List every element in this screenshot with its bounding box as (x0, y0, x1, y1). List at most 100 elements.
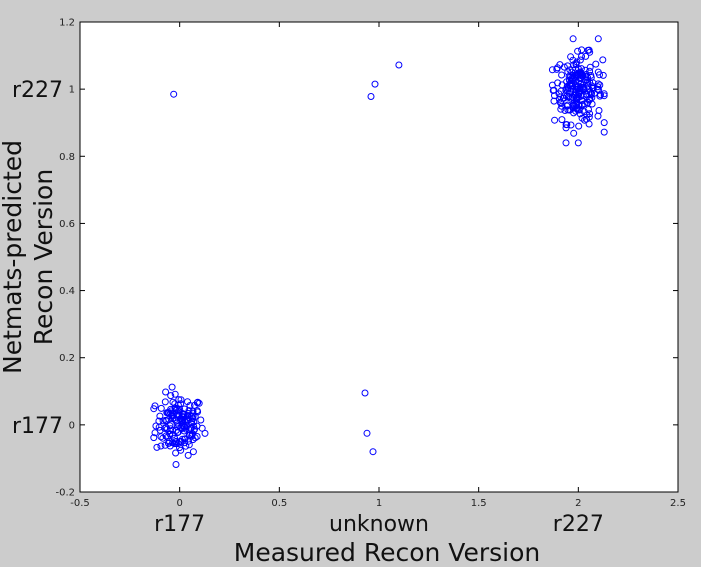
data-point (181, 439, 189, 447)
data-point (589, 84, 597, 92)
data-point (163, 425, 171, 433)
data-point (572, 61, 580, 69)
y-tick-label: 0.4 (59, 286, 75, 297)
data-point (568, 68, 576, 76)
data-point (171, 390, 179, 398)
y-category-label: r177 (12, 414, 63, 439)
x-tick-label: -0.5 (70, 498, 90, 509)
data-point (561, 107, 569, 114)
x-category-label: unknown (329, 512, 429, 537)
data-point (581, 116, 589, 124)
data-point (369, 448, 377, 456)
data-point (560, 63, 568, 71)
data-point (597, 91, 604, 99)
data-point (578, 83, 586, 91)
data-point (570, 129, 578, 137)
x-category-labels: r177 unknown r227 (154, 512, 604, 537)
data-points (150, 35, 608, 468)
data-point (152, 422, 160, 430)
y-tick-label: 1.2 (59, 18, 75, 29)
data-point (157, 442, 165, 450)
data-point (558, 71, 566, 79)
data-point (583, 76, 591, 84)
x-axis-title: Measured Recon Version (234, 538, 540, 567)
data-point (165, 439, 173, 447)
data-point (557, 105, 565, 113)
y-axis-title-line-2: Recon Version (29, 169, 58, 345)
data-point (553, 64, 561, 72)
data-point (361, 389, 369, 397)
data-point (570, 61, 578, 69)
data-point (165, 415, 173, 423)
data-point (596, 81, 604, 89)
data-point (574, 47, 582, 55)
data-point (167, 409, 174, 417)
x-category-label: r177 (154, 512, 205, 537)
data-point (567, 121, 575, 129)
data-point (189, 415, 197, 423)
data-point (574, 65, 582, 73)
data-point (155, 417, 163, 425)
y-tick-label: 0.8 (59, 152, 75, 163)
data-point (562, 124, 570, 132)
data-point (168, 383, 176, 391)
data-point (175, 396, 183, 404)
data-point (560, 94, 568, 102)
data-point (170, 90, 178, 98)
data-point (201, 429, 209, 437)
data-point (576, 56, 584, 64)
data-point (599, 56, 607, 64)
data-point (363, 429, 371, 437)
data-point (177, 396, 185, 404)
x-tick-label: 0.5 (271, 498, 287, 509)
data-point (577, 65, 585, 73)
data-point (594, 80, 602, 88)
data-point (174, 440, 182, 448)
data-point (575, 122, 583, 130)
x-tick-label: 1.5 (471, 498, 487, 509)
y-axis-title: Netmats-predicted Recon Version (0, 140, 58, 374)
y-category-label: r227 (12, 78, 63, 103)
data-point (185, 414, 193, 422)
data-point (600, 119, 608, 127)
data-point (159, 434, 167, 442)
data-point (180, 410, 187, 418)
y-axis-ticks: -0.2 0 0.2 0.4 0.6 0.8 1 1.2 (55, 18, 678, 499)
y-tick-label: 0.2 (59, 353, 75, 364)
data-point (600, 90, 608, 98)
data-point (186, 402, 194, 409)
data-point (587, 71, 595, 79)
data-point (172, 461, 180, 468)
data-point (194, 399, 202, 406)
data-point (586, 110, 594, 118)
data-point (157, 404, 165, 412)
data-point (572, 88, 580, 96)
data-point (570, 94, 578, 102)
y-tick-label: 0.6 (59, 219, 75, 230)
data-point (586, 63, 594, 71)
data-point (588, 82, 596, 90)
y-tick-label: 1 (69, 85, 75, 96)
data-point (599, 71, 607, 79)
data-point (582, 52, 590, 60)
data-point (185, 407, 193, 415)
data-point (594, 35, 602, 43)
data-point (592, 60, 600, 68)
data-point (161, 398, 169, 406)
data-point (171, 404, 179, 412)
data-point (178, 418, 186, 426)
data-point (584, 78, 591, 86)
data-point (562, 139, 570, 147)
data-point (576, 110, 584, 118)
data-point (167, 392, 175, 400)
data-point (558, 116, 566, 124)
data-point (172, 426, 180, 434)
data-point (573, 104, 581, 112)
data-point (197, 416, 205, 424)
data-point (555, 95, 563, 103)
data-point (169, 398, 177, 406)
data-point (156, 412, 164, 420)
x-category-label: r227 (553, 512, 604, 537)
y-tick-label: -0.2 (55, 488, 75, 499)
